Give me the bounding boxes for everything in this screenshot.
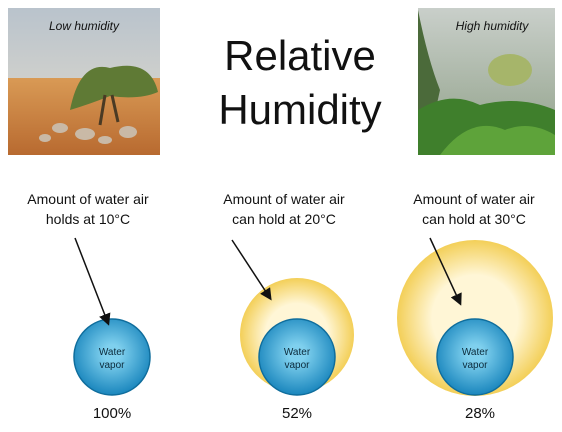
circle-label: vapor <box>99 360 125 371</box>
circle-label: Water <box>462 347 489 358</box>
photo-label: Low humidity <box>49 19 120 33</box>
percent: 52% <box>282 405 312 422</box>
percent: 28% <box>465 405 495 422</box>
caption: holds at 10°C <box>46 211 130 227</box>
circle-label: vapor <box>284 360 310 371</box>
desert-photo <box>8 8 160 155</box>
circle-label: Water <box>99 347 126 358</box>
vapor-circle <box>258 318 336 396</box>
title: Humidity <box>218 86 381 133</box>
arrow <box>429 237 462 306</box>
caption: Amount of water air <box>27 191 149 207</box>
arrow <box>74 237 111 326</box>
caption: Amount of water air <box>223 191 345 207</box>
vapor-circle <box>436 318 514 396</box>
percent: 100% <box>93 405 131 422</box>
photo-label: High humidity <box>456 19 530 33</box>
vapor-circle <box>73 318 151 396</box>
caption: can hold at 20°C <box>232 211 336 227</box>
arrow <box>231 239 272 301</box>
circle-label: Water <box>284 347 311 358</box>
forest-photo <box>418 8 555 155</box>
title: Relative <box>224 32 376 79</box>
capacity-circle <box>397 240 553 396</box>
caption: Amount of water air <box>413 191 535 207</box>
circle-label: vapor <box>462 360 488 371</box>
caption: can hold at 30°C <box>422 211 526 227</box>
